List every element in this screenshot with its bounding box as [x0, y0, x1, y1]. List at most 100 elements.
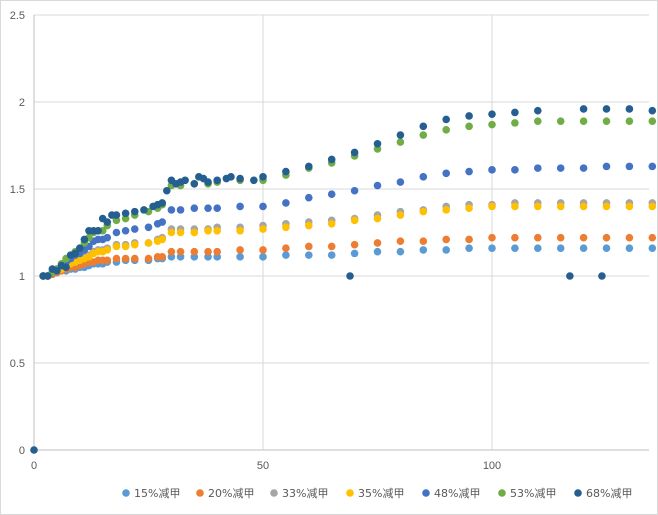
data-point	[158, 218, 167, 226]
data-point	[112, 211, 121, 219]
legend-label: 15%减甲	[134, 487, 180, 500]
data-point	[648, 162, 657, 171]
data-point	[373, 214, 382, 223]
data-point	[648, 233, 657, 242]
data-point	[305, 193, 313, 202]
data-point	[158, 253, 167, 261]
data-point	[176, 253, 185, 261]
data-point	[511, 108, 519, 117]
data-point	[327, 220, 336, 228]
data-point	[648, 244, 657, 252]
data-point	[112, 254, 121, 263]
legend-label: 20%减甲	[208, 487, 254, 500]
data-point	[236, 246, 244, 254]
legend-item: 15%减甲	[122, 487, 180, 500]
data-point	[350, 148, 359, 157]
data-point	[282, 167, 290, 176]
data-point	[181, 176, 189, 185]
data-point	[121, 214, 130, 223]
data-point	[176, 228, 185, 237]
data-point	[327, 242, 336, 251]
data-point	[442, 115, 451, 124]
data-point	[602, 117, 611, 125]
data-point	[305, 251, 313, 259]
data-point	[579, 202, 588, 211]
data-point	[465, 204, 473, 212]
axes	[33, 15, 649, 451]
data-point	[602, 202, 611, 211]
data-points	[30, 105, 657, 454]
data-point	[204, 247, 212, 256]
legend-item: 35%减甲	[346, 487, 404, 500]
data-point	[213, 226, 221, 235]
data-point	[190, 228, 199, 237]
data-point	[350, 240, 359, 249]
data-point	[625, 244, 634, 252]
data-point	[373, 139, 382, 148]
data-point	[465, 112, 473, 120]
data-point	[465, 235, 473, 244]
y-tick-label: 2	[19, 97, 25, 109]
data-point	[488, 202, 496, 211]
data-point	[259, 253, 267, 261]
data-point	[176, 247, 185, 256]
data-point	[236, 253, 244, 261]
data-point	[163, 186, 171, 195]
data-point	[167, 247, 176, 256]
x-tick-label: 50	[257, 460, 269, 472]
data-point	[419, 122, 428, 131]
data-point	[259, 246, 267, 254]
data-point	[419, 237, 428, 245]
data-point	[53, 266, 61, 275]
data-point	[488, 244, 496, 252]
data-point	[282, 199, 290, 207]
data-point	[282, 251, 290, 259]
data-point	[250, 176, 258, 185]
data-point	[556, 233, 565, 242]
data-point	[579, 105, 588, 113]
legend-item: 53%减甲	[498, 487, 556, 500]
data-point	[579, 117, 588, 125]
data-point	[213, 204, 221, 212]
data-point	[167, 228, 176, 237]
data-point	[511, 202, 519, 211]
legend-marker	[122, 489, 130, 497]
data-point	[204, 253, 212, 261]
y-tick-label: 0.5	[10, 358, 25, 370]
data-point	[190, 179, 199, 188]
data-point	[350, 186, 359, 195]
data-point	[488, 120, 496, 129]
data-point	[204, 226, 212, 235]
data-point	[236, 202, 244, 211]
data-point	[419, 131, 428, 139]
data-point	[94, 226, 102, 235]
series-6	[30, 105, 657, 454]
data-point	[625, 162, 634, 171]
data-point	[373, 239, 382, 247]
data-point	[144, 239, 153, 247]
data-point	[144, 223, 153, 232]
data-point	[121, 209, 130, 218]
data-point	[350, 249, 359, 258]
legend-item: 48%减甲	[422, 487, 480, 500]
data-point	[158, 235, 167, 244]
data-point	[419, 207, 428, 216]
data-point	[144, 254, 153, 263]
data-point	[76, 244, 84, 252]
legend-item: 20%减甲	[196, 487, 254, 500]
data-point	[556, 164, 565, 172]
data-point	[602, 244, 611, 252]
data-point	[259, 173, 267, 181]
data-point	[534, 233, 542, 242]
data-point	[43, 272, 52, 280]
data-point	[282, 223, 290, 232]
data-point	[556, 244, 565, 252]
data-point	[465, 167, 473, 176]
legend: 15%减甲 20%减甲 33%减甲 35%减甲 48%减甲 53%减甲 68%减甲	[122, 487, 632, 500]
data-point	[204, 204, 212, 212]
data-point	[648, 106, 657, 115]
data-point	[419, 246, 428, 254]
data-point	[373, 247, 382, 256]
data-point	[305, 162, 313, 171]
data-point	[556, 202, 565, 211]
